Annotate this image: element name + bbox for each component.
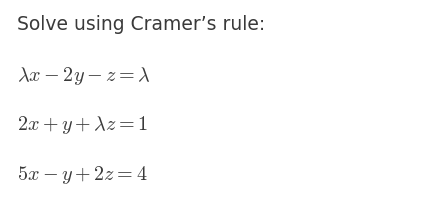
Text: $2x + y + \lambda z = 1$: $2x + y + \lambda z = 1$ [17,114,148,137]
Text: $5x - y + 2z = 4$: $5x - y + 2z = 4$ [17,164,147,186]
Text: Solve using Cramer’s rule:: Solve using Cramer’s rule: [17,15,265,34]
Text: $\lambda x - 2y - z = \lambda$: $\lambda x - 2y - z = \lambda$ [17,65,151,87]
